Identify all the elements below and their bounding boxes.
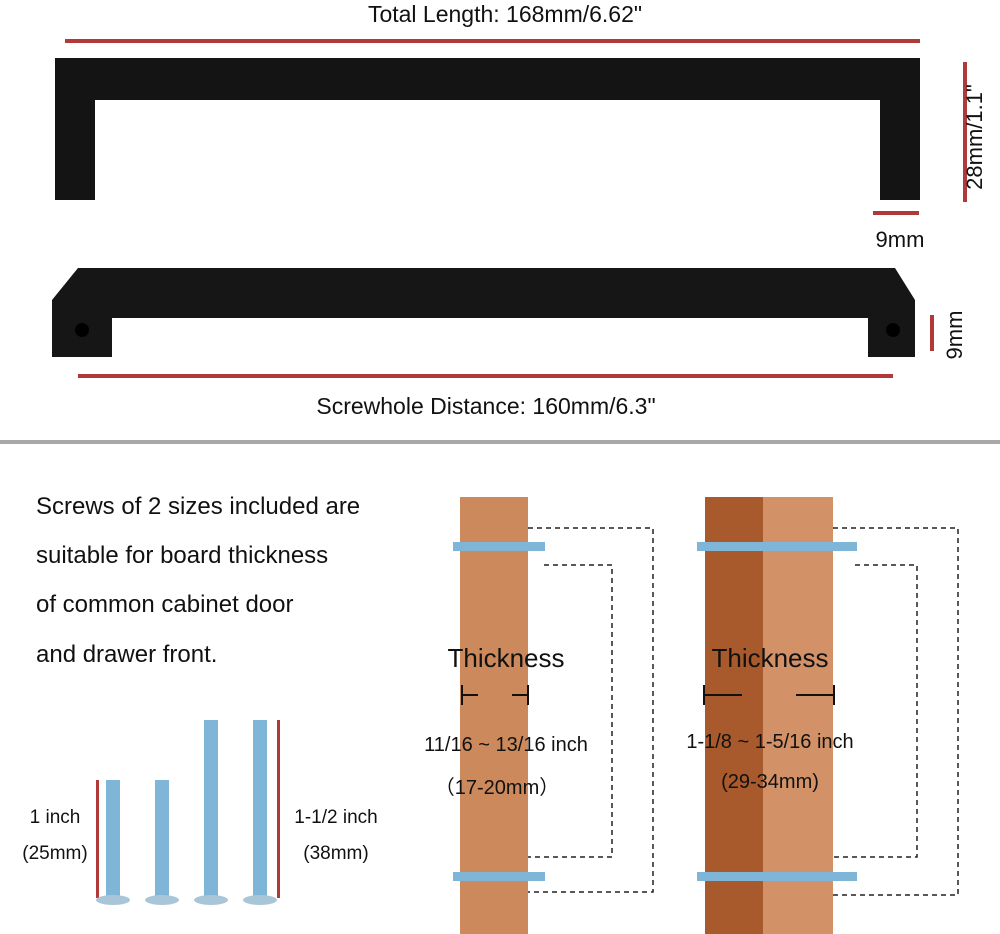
long-screw-inch: 1-1/2 inch	[294, 807, 378, 828]
short-screw-mm: (25mm)	[22, 843, 88, 864]
description-line: suitable for board thickness	[36, 542, 329, 569]
screw-short-2	[155, 780, 169, 898]
thickness-marker-thick	[703, 685, 835, 705]
board-thick-a	[705, 497, 763, 934]
height-label: 28mm/1.1"	[962, 84, 987, 190]
bar-depth-label: 9mm	[942, 310, 967, 360]
screwhole-distance-label: Screwhole Distance: 160mm/6.3"	[316, 393, 656, 419]
screw-short-1	[106, 780, 120, 898]
section-divider	[0, 440, 1000, 444]
description-line: and drawer front.	[36, 641, 218, 668]
thick-range-inch: 1-1/8 ~ 1-5/16 inch	[686, 731, 854, 753]
short-screw-line	[96, 780, 99, 898]
short-screw-inch: 1 inch	[29, 807, 81, 828]
board-thin	[460, 497, 528, 934]
screw-hole-left	[75, 323, 89, 337]
thin-range-inch: 11/16 ~ 13/16 inch	[424, 734, 588, 756]
screw-short-top	[453, 542, 545, 551]
total-length-line	[65, 39, 920, 43]
board-thick-brackets	[833, 527, 959, 896]
long-screw-mm: (38mm)	[303, 843, 369, 864]
thickness-label-thin: Thickness	[447, 643, 565, 673]
height-line	[963, 62, 967, 202]
screws-group	[96, 720, 280, 905]
long-screw-line	[277, 720, 280, 898]
screwhole-line	[78, 374, 893, 378]
description-line: Screws of 2 sizes included are	[36, 493, 361, 520]
board-thin-brackets	[528, 527, 654, 893]
handle-top-view	[55, 58, 920, 200]
thickness-label-thick: Thickness	[711, 643, 829, 673]
bar-width-label: 9mm	[875, 227, 925, 252]
thick-range-mm: (29-34mm)	[721, 771, 819, 793]
handle-side-view	[52, 268, 915, 357]
bar-width-line	[873, 211, 919, 215]
total-length-label: Total Length: 168mm/6.62"	[367, 1, 643, 27]
screw-long-2	[253, 720, 267, 898]
screw-long-bottom	[697, 872, 857, 881]
screw-long-top	[697, 542, 857, 551]
thickness-marker-thin	[461, 685, 529, 705]
screw-long-1	[204, 720, 218, 898]
board-thick-b	[763, 497, 833, 934]
screw-short-bottom	[453, 872, 545, 881]
screw-hole-right	[886, 323, 900, 337]
thin-range-mm: （17-20mm）	[434, 777, 560, 799]
description-line: of common cabinet door	[36, 591, 294, 618]
bar-depth-line	[930, 315, 934, 351]
